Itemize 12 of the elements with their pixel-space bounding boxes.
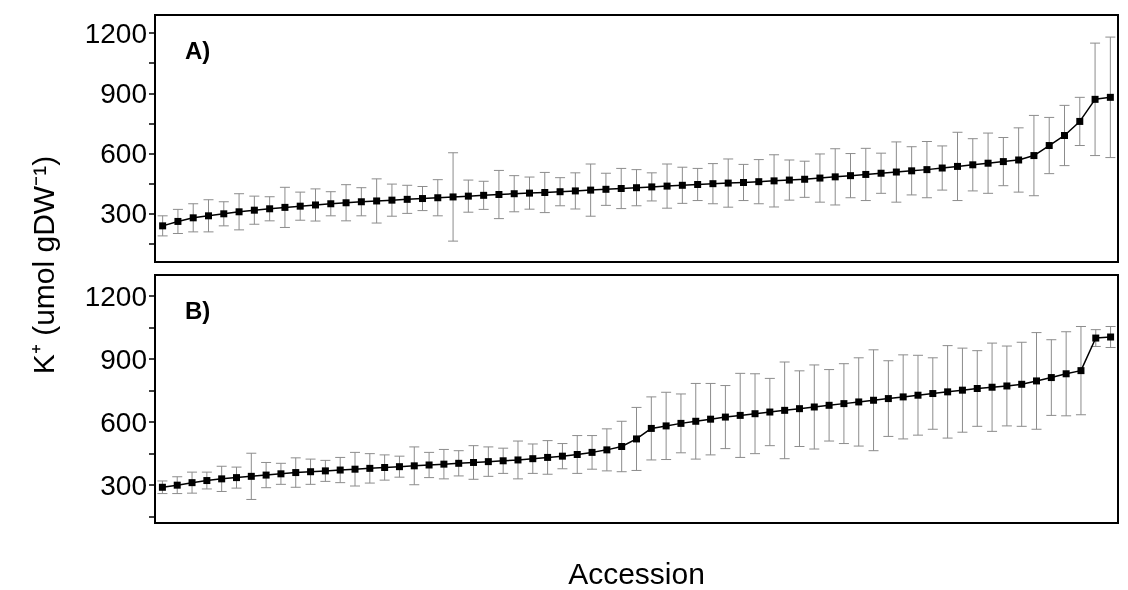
y-tick-label: 900 [100,77,147,109]
y-tick-label: 600 [100,138,147,170]
text: A) [185,36,211,64]
y-tick-label: 1200 [84,280,147,312]
y-tick-label: 600 [100,406,147,438]
x-axis-title: Accession [568,556,705,590]
text: B) [185,296,211,324]
y-tick-label: 900 [100,343,147,375]
y-tick-label: 300 [100,469,147,501]
y-tick-label: 1200 [84,17,147,49]
y-tick-label: 300 [100,198,147,230]
y-axis-title: K⁺ (umol gDW⁻¹) [25,155,61,375]
